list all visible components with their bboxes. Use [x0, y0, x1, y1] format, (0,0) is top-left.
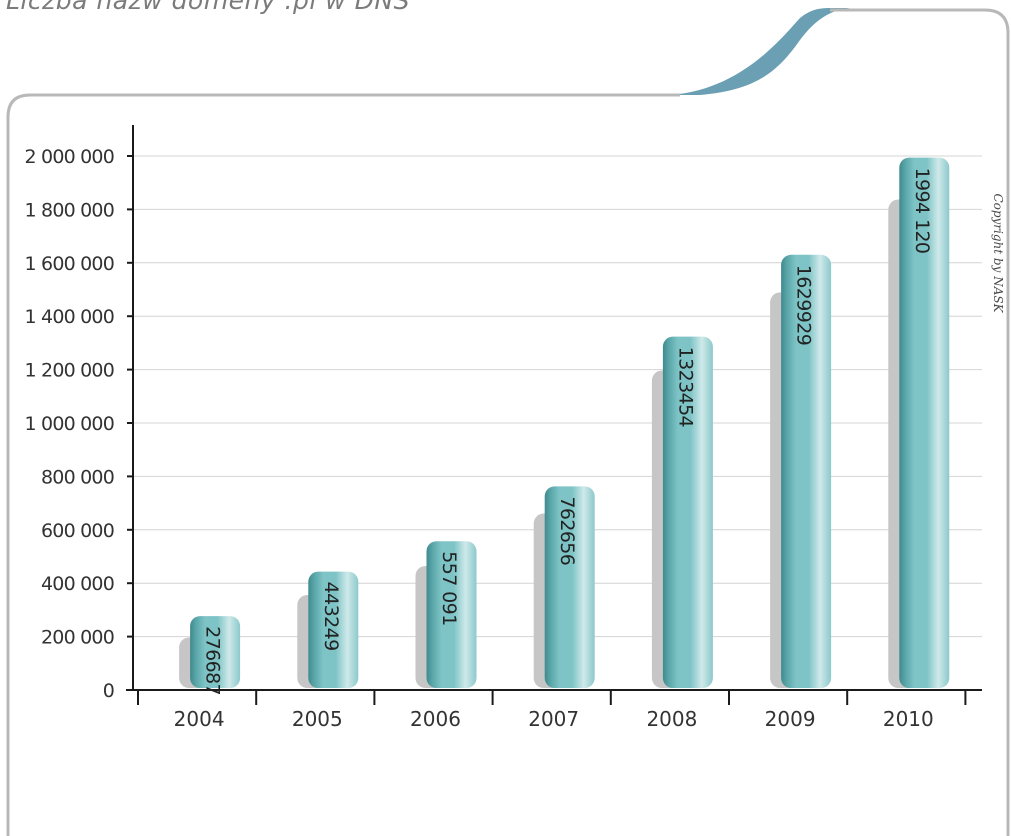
- bar: [544, 486, 595, 688]
- y-tick-label: 200 000: [41, 627, 114, 649]
- bar-value-label: 1994 120: [911, 168, 933, 254]
- x-tick-label: 2005: [292, 707, 343, 731]
- y-tick-label: 800 000: [41, 466, 114, 488]
- chart-title: Liczba nazw domeny .pl w DNS: [6, 0, 410, 15]
- x-tick-label: 2009: [765, 707, 816, 731]
- x-tick-label: 2008: [646, 707, 697, 731]
- bar: [426, 541, 477, 688]
- bar-value-label: 276687: [202, 626, 224, 695]
- labels: 0 200 000 400 000 600 000 800 000 1 000 000 1 …: [25, 146, 934, 731]
- bar-value-label: 762656: [556, 496, 578, 565]
- bar: [899, 157, 950, 689]
- bar-value-label: 443249: [320, 582, 342, 651]
- frame-outline: [6, 8, 1010, 836]
- bars: [179, 157, 950, 689]
- y-tick-label: 1 000 000: [25, 413, 115, 435]
- bar: [308, 571, 359, 688]
- x-tick-label: 2004: [174, 707, 225, 731]
- x-tick-label: 2007: [528, 707, 579, 731]
- y-tick-label: 0: [103, 680, 114, 702]
- x-tick-label: 2006: [410, 707, 461, 731]
- y-tick-label: 1 600 000: [25, 253, 115, 275]
- copyright-note: Copyright by NASK: [991, 193, 1005, 313]
- bar-value-label: 1629929: [793, 265, 815, 345]
- y-tick-label: 2 000 000: [25, 146, 115, 168]
- y-tick-label: 1 400 000: [25, 306, 115, 328]
- decorative-swoosh: [670, 8, 850, 95]
- bar: [662, 336, 713, 688]
- bar: [190, 616, 241, 688]
- x-tick-label: 2010: [883, 707, 934, 731]
- y-tick-label: 1 800 000: [25, 199, 115, 221]
- bar-value-label: 1323454: [674, 347, 696, 428]
- y-tick-label: 400 000: [41, 573, 114, 595]
- y-tick-label: 1 200 000: [25, 360, 115, 382]
- bar: [781, 254, 832, 688]
- axes: [126, 125, 982, 705]
- bar-value-label: 557 091: [438, 551, 460, 625]
- y-tick-label: 600 000: [41, 520, 114, 542]
